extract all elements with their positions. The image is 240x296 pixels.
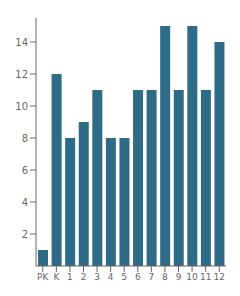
svg-text:PK: PK	[37, 272, 49, 282]
svg-text:2: 2	[22, 229, 28, 240]
svg-text:6: 6	[135, 272, 141, 282]
svg-text:K: K	[53, 272, 60, 282]
svg-text:1: 1	[67, 272, 73, 282]
svg-text:6: 6	[22, 165, 28, 176]
svg-text:10: 10	[15, 101, 28, 112]
svg-text:4: 4	[108, 272, 114, 282]
svg-text:2: 2	[81, 272, 87, 282]
svg-text:8: 8	[162, 272, 168, 282]
svg-text:12: 12	[15, 69, 28, 80]
svg-text:3: 3	[94, 272, 100, 282]
svg-text:10: 10	[186, 272, 198, 282]
svg-text:4: 4	[22, 197, 28, 208]
svg-text:5: 5	[121, 272, 127, 282]
svg-text:8: 8	[22, 133, 28, 144]
svg-text:9: 9	[176, 272, 182, 282]
svg-text:11: 11	[200, 272, 211, 282]
svg-text:12: 12	[213, 272, 224, 282]
svg-text:14: 14	[15, 37, 28, 48]
svg-text:7: 7	[148, 272, 154, 282]
